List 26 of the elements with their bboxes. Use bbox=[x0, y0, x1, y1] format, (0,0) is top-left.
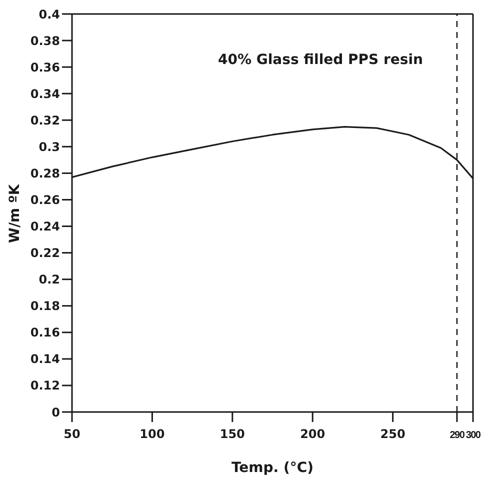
y-tick-label: 0.18 bbox=[30, 299, 60, 314]
x-tick-label: 200 bbox=[300, 427, 326, 441]
y-tick-label: 0.32 bbox=[30, 113, 60, 128]
x-tick-label: 250 bbox=[380, 427, 406, 441]
y-axis-title: W/m ºK bbox=[6, 183, 23, 243]
x-axis-title: Temp. (°C) bbox=[231, 460, 314, 476]
y-tick-label: 0.3 bbox=[38, 140, 60, 154]
x-tick-label: 50 bbox=[64, 427, 80, 441]
y-tick-label: 0.22 bbox=[30, 246, 60, 260]
y-tick-label: 0.26 bbox=[30, 192, 60, 207]
y-tick-label: 0.4 bbox=[38, 7, 60, 22]
y-tick-label: 0.2 bbox=[38, 272, 60, 287]
annotation: 40% Glass filled PPS resin bbox=[218, 52, 424, 68]
y-tick-label: 0.38 bbox=[30, 34, 60, 48]
y-tick-label: 0.14 bbox=[30, 352, 60, 366]
y-tick-label: 0.36 bbox=[30, 60, 60, 74]
y-tick-label: 0.16 bbox=[30, 326, 60, 340]
y-tick-label: 0.24 bbox=[30, 220, 60, 234]
x-tick-label: 300 bbox=[466, 430, 482, 441]
x-tick-label: 100 bbox=[140, 427, 165, 441]
x-tick-label: 290 bbox=[450, 430, 466, 441]
y-tick-label: 0.28 bbox=[30, 166, 60, 180]
y-tick-label: 0.12 bbox=[30, 378, 60, 393]
y-tick-label: 0 bbox=[52, 405, 60, 420]
x-tick-label: 150 bbox=[220, 427, 245, 441]
y-tick-label: 0.34 bbox=[30, 86, 60, 101]
